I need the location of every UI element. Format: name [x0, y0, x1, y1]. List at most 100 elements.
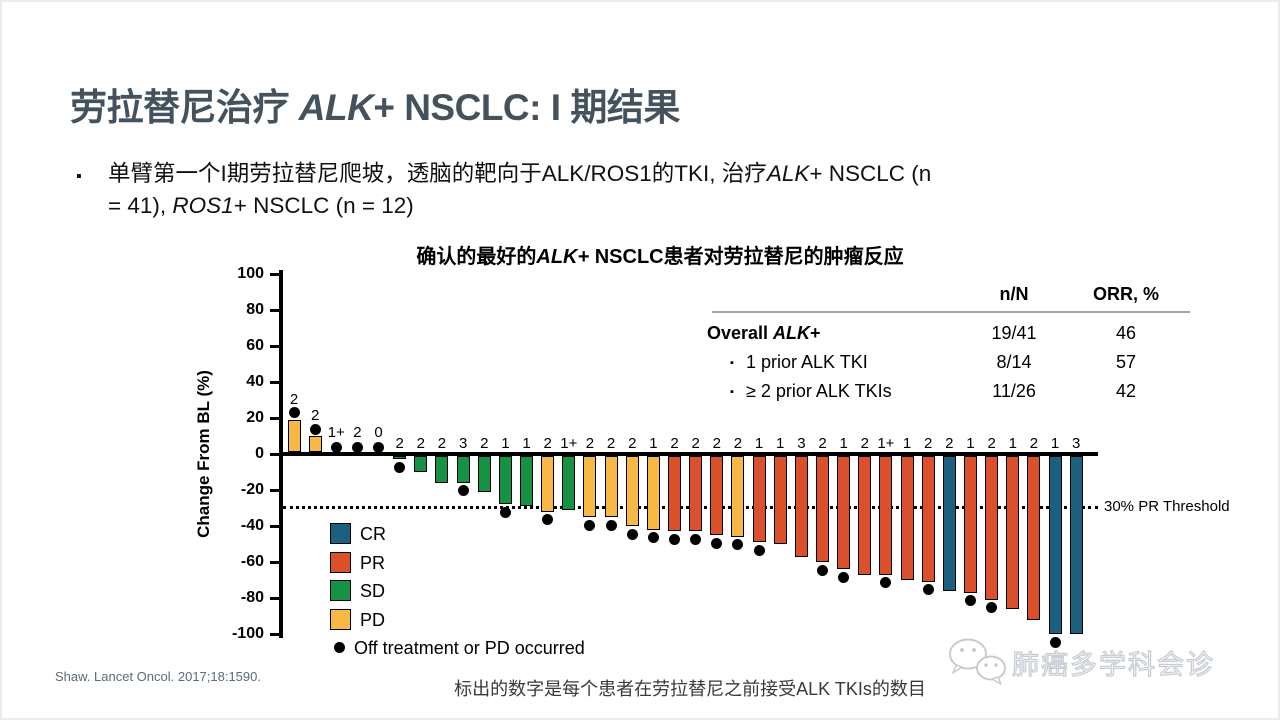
y-axis-tick: [270, 560, 279, 564]
prior-tki-count-label: 1: [649, 435, 658, 452]
off-treatment-dot: [922, 584, 934, 596]
watermark: 肺癌多学科会诊: [946, 633, 1276, 693]
table-header-rule: [712, 311, 1190, 313]
prior-tki-count-label: 1: [754, 435, 764, 452]
table-row-bullet: ▪: [730, 386, 734, 398]
y-axis-tick-label: -60: [240, 553, 264, 570]
prior-tki-count-label: 2: [416, 435, 425, 452]
table-row-label: Overall ALK+: [707, 323, 821, 343]
prior-tki-count-label: 2: [353, 424, 362, 441]
y-axis-tick: [270, 272, 279, 276]
off-treatment-dot: [880, 577, 892, 589]
bar-patient-19: [668, 456, 682, 532]
prior-tki-count-label: 2: [818, 435, 827, 452]
table-cell-nn: 11/26: [992, 381, 1036, 401]
legend-label-pd: PD: [360, 609, 386, 630]
prior-tki-count-label: 2: [712, 435, 721, 452]
bar-patient-14: [562, 456, 576, 510]
y-axis-tick: [270, 344, 279, 348]
off-treatment-dot: [964, 595, 976, 607]
bar-patient-20: [689, 456, 703, 532]
bar-patient-25: [794, 456, 808, 557]
prior-tki-count-label: 1: [776, 435, 785, 452]
bar-patient-6: [393, 456, 407, 460]
off-treatment-dot: [711, 537, 723, 549]
bar-patient-38: [1069, 456, 1083, 634]
bar-patient-28: [858, 456, 872, 575]
bullet-line: = 41), ROS1+ NSCLC (n = 12): [108, 193, 414, 218]
prior-tki-count-label: 1+: [877, 435, 895, 452]
table-row-label: 1 prior ALK TKI: [746, 352, 868, 372]
slide-title: 劳拉替尼治疗 ALK+ NSCLC: I 期结果: [70, 86, 680, 128]
y-axis-tick-label: 100: [237, 265, 264, 282]
bar-patient-7: [414, 456, 428, 472]
prior-tki-count-label: 2: [860, 435, 869, 452]
prior-tki-count-label: 2: [1029, 435, 1039, 452]
table-cell-orr: 57: [1115, 352, 1137, 372]
y-axis-tick-label: -20: [240, 481, 264, 498]
legend-swatch-cr: [330, 523, 351, 544]
bar-patient-12: [520, 456, 534, 507]
prior-tki-count-label: 2: [395, 435, 404, 452]
prior-tki-count-label: 2: [924, 435, 933, 452]
bullet-marker: ▪: [76, 168, 82, 185]
bar-patient-21: [710, 456, 724, 535]
chart-title: 确认的最好的ALK+ NSCLC患者对劳拉替尼的肿瘤反应: [416, 246, 904, 268]
y-axis-tick-label: 60: [246, 337, 264, 354]
off-treatment-dot: [1049, 636, 1061, 648]
legend-label-sd: SD: [360, 581, 386, 601]
y-axis-tick: [270, 308, 279, 312]
prior-tki-count-label: 1+: [560, 435, 578, 452]
y-axis-tick: [270, 632, 279, 636]
off-treatment-dot: [499, 506, 511, 518]
table-cell-orr: 42: [1115, 381, 1137, 401]
bar-patient-36: [1027, 456, 1041, 620]
off-treatment-dot: [330, 441, 342, 453]
off-treatment-dot: [669, 533, 681, 545]
y-axis-tick-label: 80: [246, 301, 264, 318]
off-treatment-dot: [373, 441, 385, 453]
source-citation: Shaw. Lancet Oncol. 2017;18:1590.: [55, 669, 261, 684]
prior-tki-count-label: 1: [501, 435, 510, 452]
off-treatment-dot: [288, 407, 300, 419]
bar-patient-8: [435, 456, 449, 483]
off-treatment-dot: [690, 533, 702, 545]
off-treatment-dot: [584, 519, 596, 531]
bar-patient-9: [456, 456, 470, 483]
bar-patient-27: [837, 456, 851, 570]
y-axis-tick: [270, 452, 279, 456]
prior-tki-count-label: 2: [670, 435, 679, 452]
bar-patient-24: [773, 456, 787, 544]
prior-tki-count-label: 3: [1072, 435, 1081, 452]
bar-patient-34: [985, 456, 999, 600]
legend-swatch-sd: [330, 580, 351, 601]
legend-label-pr: PR: [360, 552, 386, 573]
prior-tki-count-label: 2: [733, 435, 743, 452]
y-axis-tick-label: 40: [246, 373, 264, 390]
prior-tki-count-label: 3: [458, 435, 468, 452]
y-axis-tick-label: -80: [240, 589, 264, 606]
prior-tki-count-label: 1: [1008, 435, 1017, 452]
bar-patient-13: [541, 456, 555, 512]
off-treatment-dot: [986, 602, 998, 614]
y-axis-tick: [270, 596, 279, 600]
off-treatment-dot: [351, 441, 363, 453]
prior-tki-count-label: 1: [966, 435, 975, 452]
bar-patient-35: [1006, 456, 1020, 609]
bullet-line: 单臂第一个I期劳拉替尼爬坡，透脑的靶向于ALK/ROS1的TKI, 治疗ALK+…: [108, 161, 932, 186]
prior-tki-count-label: 2: [543, 435, 552, 452]
y-axis-tick: [270, 524, 279, 528]
prior-tki-count-label: 1: [839, 435, 848, 452]
bar-patient-17: [625, 456, 639, 526]
prior-tki-count-label: 2: [606, 435, 616, 452]
table-header-orr: ORR, %: [1092, 284, 1159, 304]
bar-patient-15: [583, 456, 597, 517]
y-axis-tick: [270, 488, 279, 492]
watermark-text: 肺癌多学科会诊: [1011, 649, 1215, 680]
off-treatment-dot: [647, 532, 659, 544]
off-treatment-dot: [626, 528, 638, 540]
y-axis-tick-label: 0: [255, 445, 264, 462]
y-axis-tick-label: -40: [240, 517, 264, 534]
